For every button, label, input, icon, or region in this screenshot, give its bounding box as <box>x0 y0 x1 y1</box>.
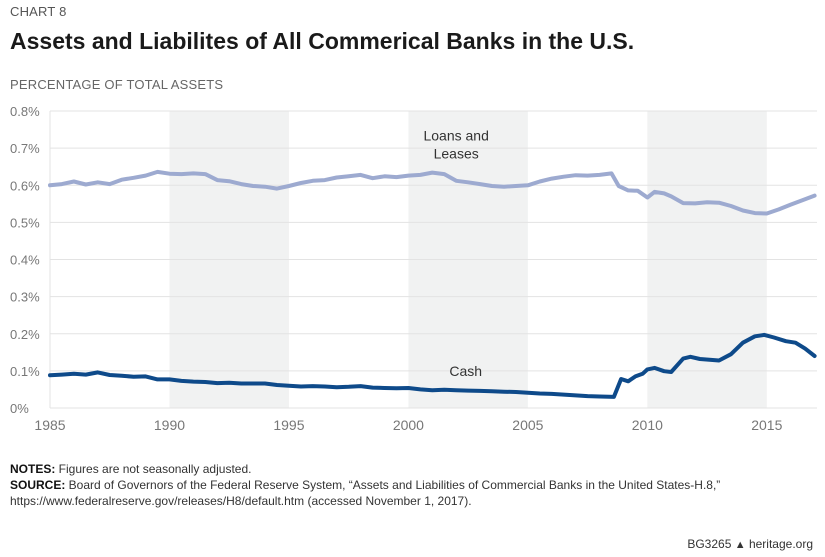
y-tick-label: 0.4% <box>10 253 40 268</box>
liberty-bell-icon: ▲ <box>734 539 746 551</box>
y-tick-label: 0.2% <box>10 327 40 342</box>
y-tick-label: 0.7% <box>10 141 40 156</box>
x-tick-label: 1990 <box>154 417 185 433</box>
notes-label: NOTES: <box>10 462 56 476</box>
series-label-loans-and-leases: Leases <box>434 146 479 162</box>
series-label-loans-and-leases: Loans and <box>423 128 488 144</box>
y-axis-units-label: PERCENTAGE OF TOTAL ASSETS <box>10 77 224 92</box>
notes-text: Figures are not seasonally adjusted. <box>55 462 252 476</box>
x-tick-label: 2015 <box>751 417 782 433</box>
chart-title: Assets and Liabilites of All Commerical … <box>10 28 635 54</box>
x-tick-label: 1995 <box>273 417 304 433</box>
series-lines <box>48 169 817 399</box>
source-text: Board of Governors of the Federal Reserv… <box>10 478 721 508</box>
report-id: BG3265 <box>687 537 732 551</box>
series-label-cash: Cash <box>449 363 482 379</box>
site-link[interactable]: heritage.org <box>748 537 813 551</box>
source-line: SOURCE: Board of Governors of the Federa… <box>10 477 810 509</box>
notes-line: NOTES: Figures are not seasonally adjust… <box>10 461 810 477</box>
y-tick-label: 0.5% <box>10 215 40 230</box>
series-line-cash <box>48 332 817 399</box>
chart-number: CHART 8 <box>10 4 67 19</box>
x-tick-label: 2010 <box>632 417 663 433</box>
x-axis-tick-labels: 1985 1990 1995 2000 2005 2010 2015 <box>34 417 782 433</box>
footer: BG3265 ▲ heritage.org <box>687 537 813 551</box>
y-tick-label: 0.1% <box>10 364 40 379</box>
series-labels: Loans and Leases Cash <box>423 128 488 379</box>
x-tick-label: 1985 <box>34 417 65 433</box>
source-label: SOURCE: <box>10 478 66 492</box>
y-axis-tick-labels: 0% 0.1% 0.2% 0.3% 0.4% 0.5% 0.6% 0.7% 0.8% <box>10 104 40 416</box>
gridlines <box>49 110 817 409</box>
x-tick-label: 2000 <box>393 417 424 433</box>
y-tick-label: 0% <box>10 401 29 416</box>
series-line-loans-and-leases <box>48 169 817 216</box>
notes-block: NOTES: Figures are not seasonally adjust… <box>10 461 810 509</box>
y-tick-label: 0.8% <box>10 104 40 119</box>
y-tick-label: 0.3% <box>10 290 40 305</box>
y-tick-label: 0.6% <box>10 178 40 193</box>
x-tick-label: 2005 <box>512 417 543 433</box>
